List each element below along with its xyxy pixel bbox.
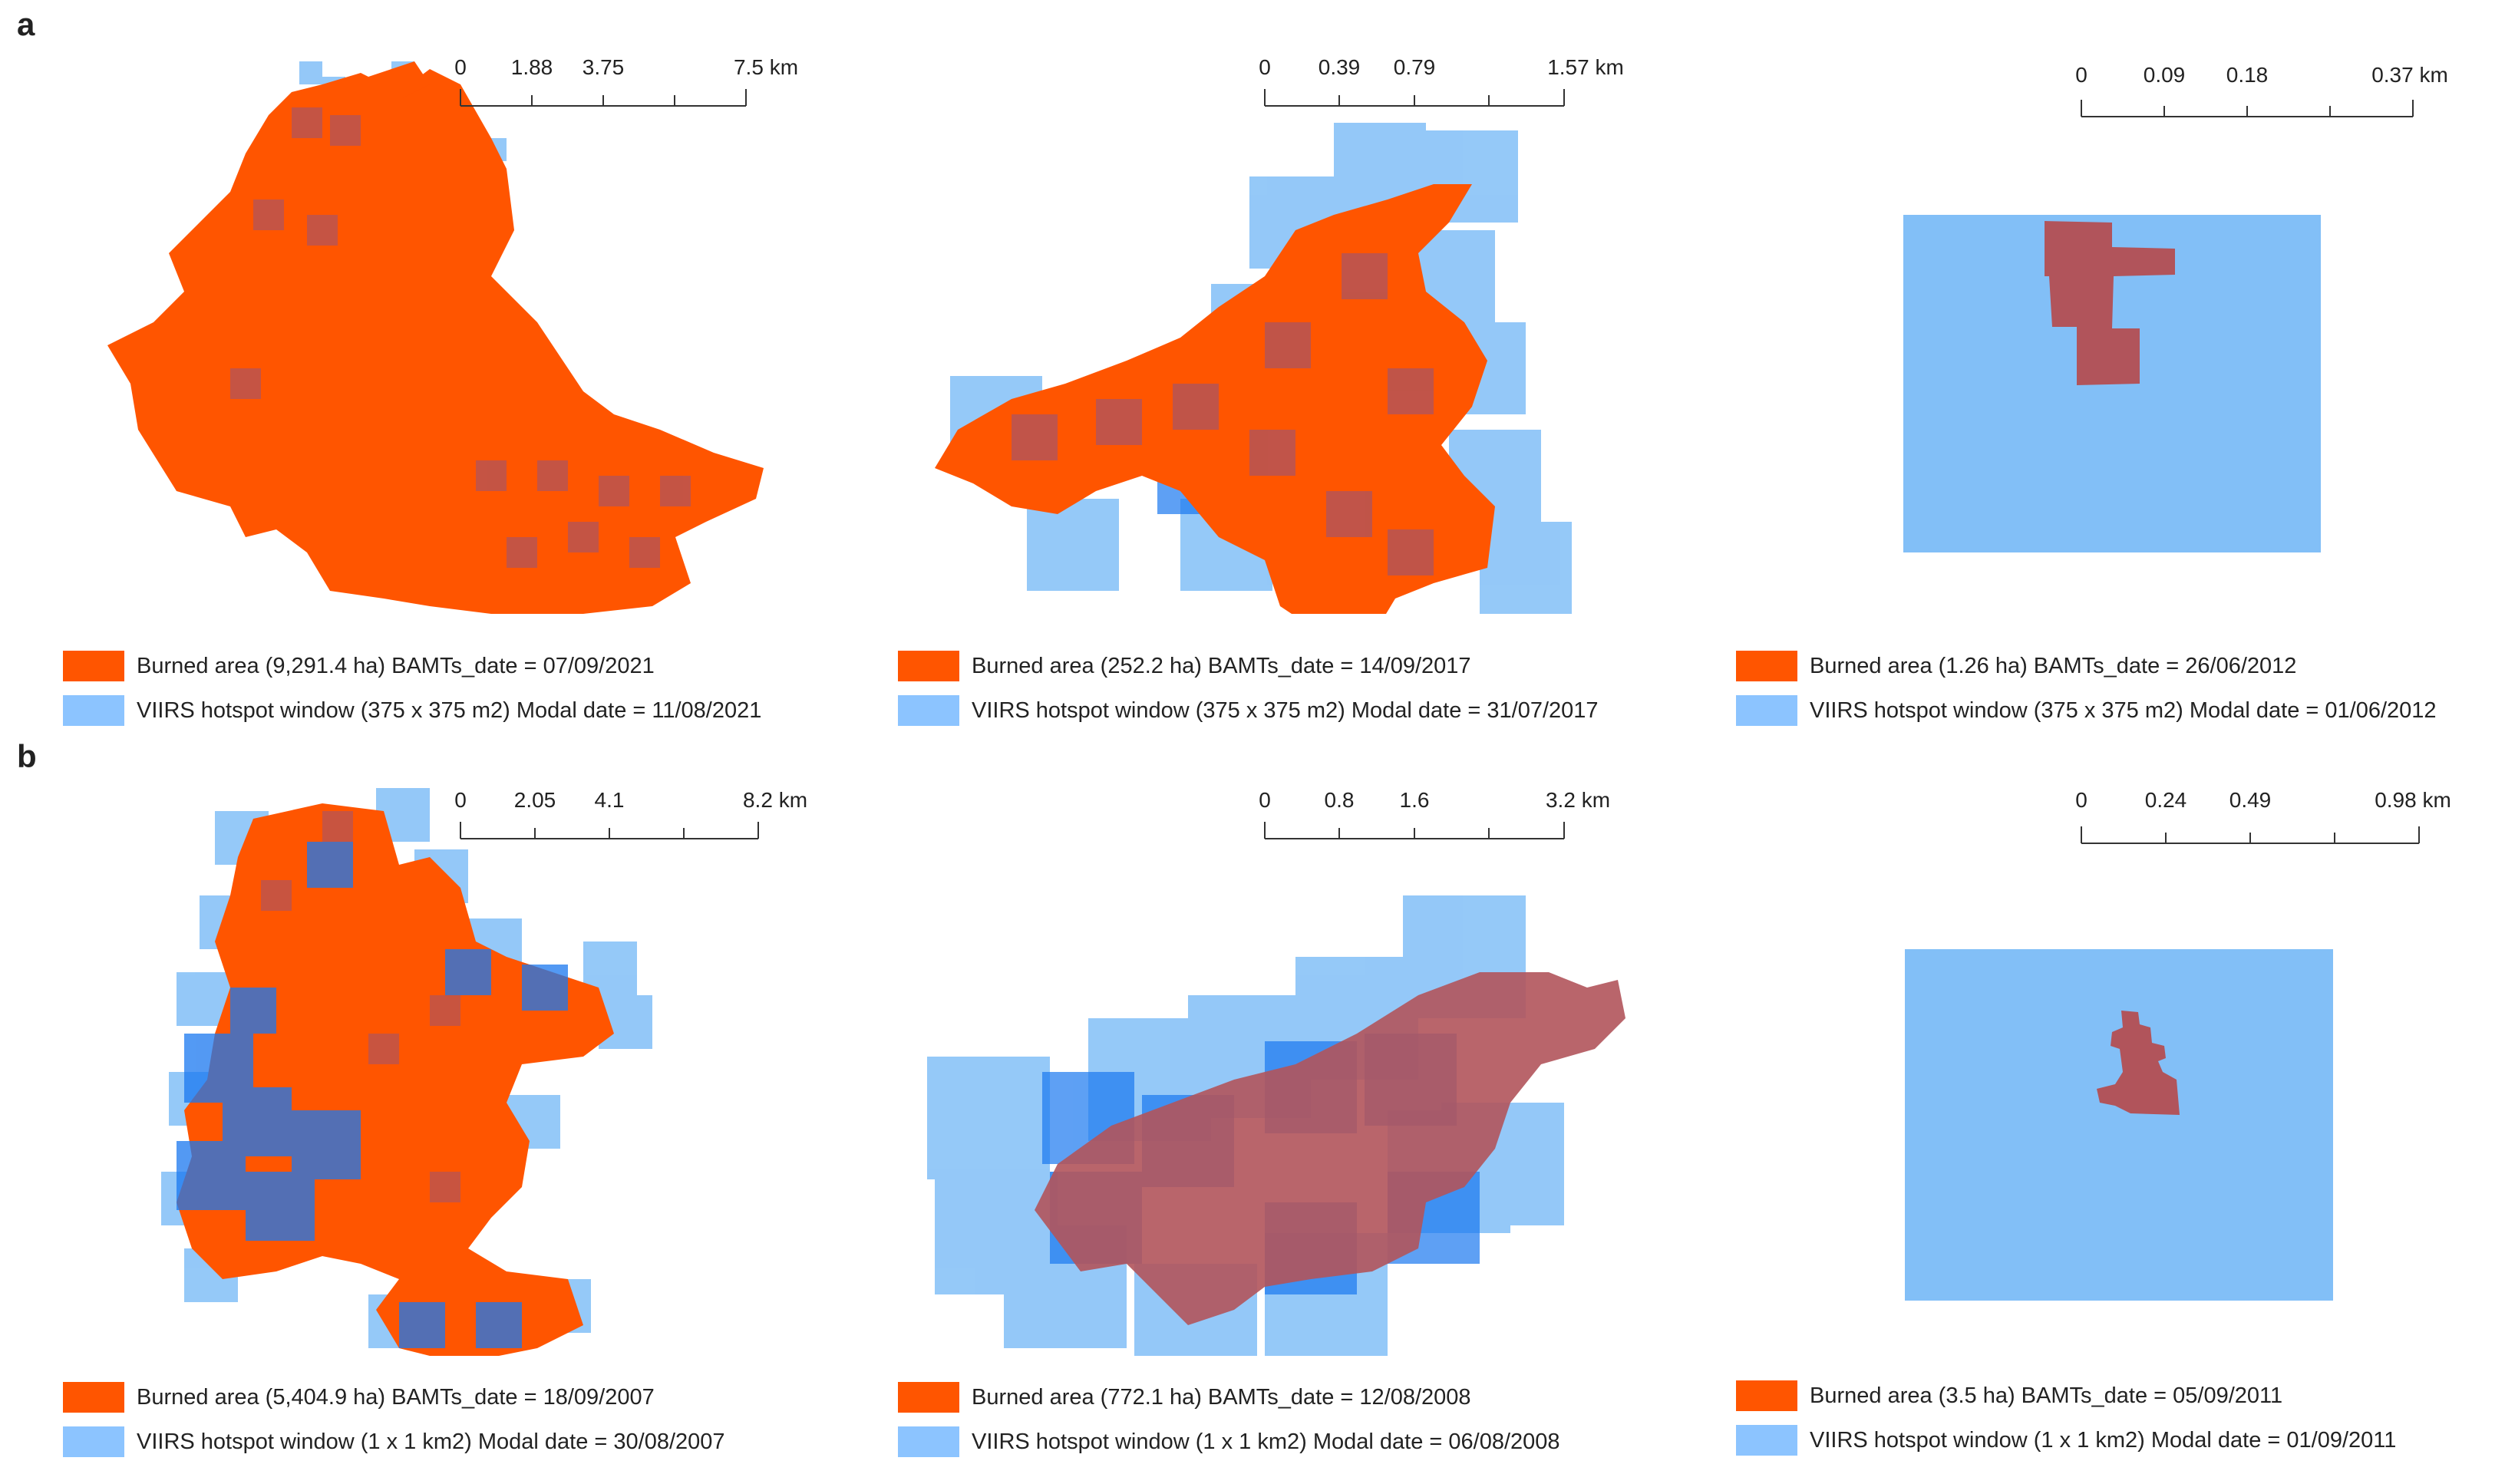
- legend-viirs-text: VIIRS hotspot window (375 x 375 m2) Moda…: [1810, 697, 2437, 723]
- legend-item-viirs: VIIRS hotspot window (375 x 375 m2) Moda…: [1736, 694, 2437, 727]
- legend-item-burned: Burned area (772.1 ha) BAMTs_date = 12/0…: [898, 1380, 1471, 1414]
- scale-tick: 0.24: [2144, 788, 2187, 812]
- scale-tick: 0: [1259, 788, 1271, 812]
- burned-swatch: [63, 1382, 124, 1413]
- legend-viirs-text: VIIRS hotspot window (375 x 375 m2) Moda…: [972, 697, 1599, 723]
- legend-viirs-text: VIIRS hotspot window (1 x 1 km2) Modal d…: [137, 1429, 725, 1454]
- map-b3: [1905, 949, 2333, 1301]
- panel-a1: 0 1.88 3.75 7.5 km Burned area (9,291.4 …: [0, 0, 835, 742]
- legend-item-viirs: VIIRS hotspot window (375 x 375 m2) Moda…: [898, 694, 1599, 727]
- scale-tick: 3.2 km: [1545, 788, 1611, 812]
- burned-swatch: [63, 651, 124, 681]
- panel-b2: 0 0.8 1.6 3.2 km Burned area (772.1 ha) …: [835, 742, 1670, 1484]
- legend-burned-text: Burned area (252.2 ha) BAMTs_date = 14/0…: [972, 653, 1471, 678]
- legend-viirs-text: VIIRS hotspot window (1 x 1 km2) Modal d…: [972, 1429, 1560, 1454]
- legend-burned-text: Burned area (3.5 ha) BAMTs_date = 05/09/…: [1810, 1383, 2283, 1408]
- legend-viirs-text: VIIRS hotspot window (1 x 1 km2) Modal d…: [1810, 1427, 2397, 1453]
- map-a2: [935, 123, 1572, 614]
- burned-area-b3: [2097, 1011, 2180, 1115]
- legend-item-burned: Burned area (252.2 ha) BAMTs_date = 14/0…: [898, 649, 1471, 683]
- scale-tick: 0: [2075, 788, 2088, 812]
- overlap-cells: [261, 811, 460, 1202]
- overlap-cells: [1012, 253, 1434, 575]
- legend-item-burned: Burned area (5,404.9 ha) BAMTs_date = 18…: [63, 1380, 655, 1414]
- viirs-swatch: [63, 695, 124, 726]
- burned-swatch: [898, 651, 959, 681]
- scale-tick: 0.39: [1318, 55, 1361, 79]
- viirs-swatch: [898, 695, 959, 726]
- legend-burned-text: Burned area (9,291.4 ha) BAMTs_date = 07…: [137, 653, 655, 678]
- legend-item-burned: Burned area (1.26 ha) BAMTs_date = 26/06…: [1736, 649, 2296, 683]
- burned-swatch: [1736, 651, 1797, 681]
- scale-tick: 0.09: [2143, 63, 2186, 87]
- viirs-swatch: [898, 1426, 959, 1457]
- burned-swatch: [1736, 1380, 1797, 1411]
- panel-a3: 0 0.09 0.18 0.37 km Burned area (1.26 ha…: [1670, 0, 2505, 742]
- scale-tick: 0.49: [2229, 788, 2272, 812]
- map-b2: [927, 895, 1625, 1356]
- row-label-a: a: [17, 6, 35, 42]
- viirs-overlap: [177, 842, 568, 1348]
- scale-tick: 0.37 km: [2371, 63, 2448, 87]
- legend-burned-text: Burned area (1.26 ha) BAMTs_date = 26/06…: [1810, 653, 2297, 678]
- scale-tick: 1.88: [510, 55, 553, 79]
- burned-area-a3: [2045, 221, 2175, 385]
- scale-tick: 3.75: [582, 55, 625, 79]
- viirs-swatch: [1736, 1425, 1797, 1456]
- burned-area-b2: [1035, 972, 1625, 1325]
- scale-tick: 0.18: [2226, 63, 2269, 87]
- legend-item-viirs: VIIRS hotspot window (1 x 1 km2) Modal d…: [63, 1425, 725, 1459]
- legend-burned-text: Burned area (5,404.9 ha) BAMTs_date = 18…: [137, 1384, 655, 1410]
- legend-item-burned: Burned area (3.5 ha) BAMTs_date = 05/09/…: [1736, 1379, 2282, 1413]
- row-label-b: b: [17, 738, 37, 774]
- panel-b3: 0 0.24 0.49 0.98 km Burned area (3.5 ha)…: [1670, 742, 2505, 1484]
- legend-item-viirs: VIIRS hotspot window (1 x 1 km2) Modal d…: [1736, 1423, 2396, 1457]
- scale-tick: 4.1: [594, 788, 625, 812]
- scale-tick: 0: [1259, 55, 1271, 79]
- scale-tick: 0.79: [1393, 55, 1436, 79]
- burned-swatch: [898, 1382, 959, 1413]
- scale-tick: 0.98 km: [2375, 788, 2451, 812]
- map-b1: [161, 788, 652, 1356]
- scale-tick: 8.2 km: [742, 788, 808, 812]
- viirs-window-b3: [1905, 949, 2333, 1301]
- scale-tick: 0: [454, 788, 467, 812]
- map-a3: [1903, 215, 2321, 552]
- viirs-swatch: [63, 1426, 124, 1457]
- scale-tick: 1.57 km: [1547, 55, 1624, 79]
- scale-tick: 0: [454, 55, 467, 79]
- viirs-swatch: [1736, 695, 1797, 726]
- overlap-cells: [230, 107, 691, 568]
- scale-tick: 1.6: [1399, 788, 1430, 812]
- scale-tick: 2.05: [513, 788, 556, 812]
- legend-item-burned: Burned area (9,291.4 ha) BAMTs_date = 07…: [63, 649, 655, 683]
- panel-b1: 0 2.05 4.1 8.2 km Burned area (5,404.9 h…: [0, 742, 835, 1484]
- legend-viirs-text: VIIRS hotspot window (375 x 375 m2) Moda…: [137, 697, 762, 723]
- panel-a2: 0 0.39 0.79 1.57 km Burned area (252.2 h…: [835, 0, 1670, 742]
- scale-tick: 0.8: [1324, 788, 1355, 812]
- legend-item-viirs: VIIRS hotspot window (1 x 1 km2) Modal d…: [898, 1425, 1560, 1459]
- legend-item-viirs: VIIRS hotspot window (375 x 375 m2) Moda…: [63, 694, 761, 727]
- map-a1: [107, 61, 764, 614]
- scale-tick: 7.5 km: [733, 55, 799, 79]
- legend-burned-text: Burned area (772.1 ha) BAMTs_date = 12/0…: [972, 1384, 1471, 1410]
- scale-tick: 0: [2075, 63, 2088, 87]
- burned-area-a1: [107, 69, 764, 614]
